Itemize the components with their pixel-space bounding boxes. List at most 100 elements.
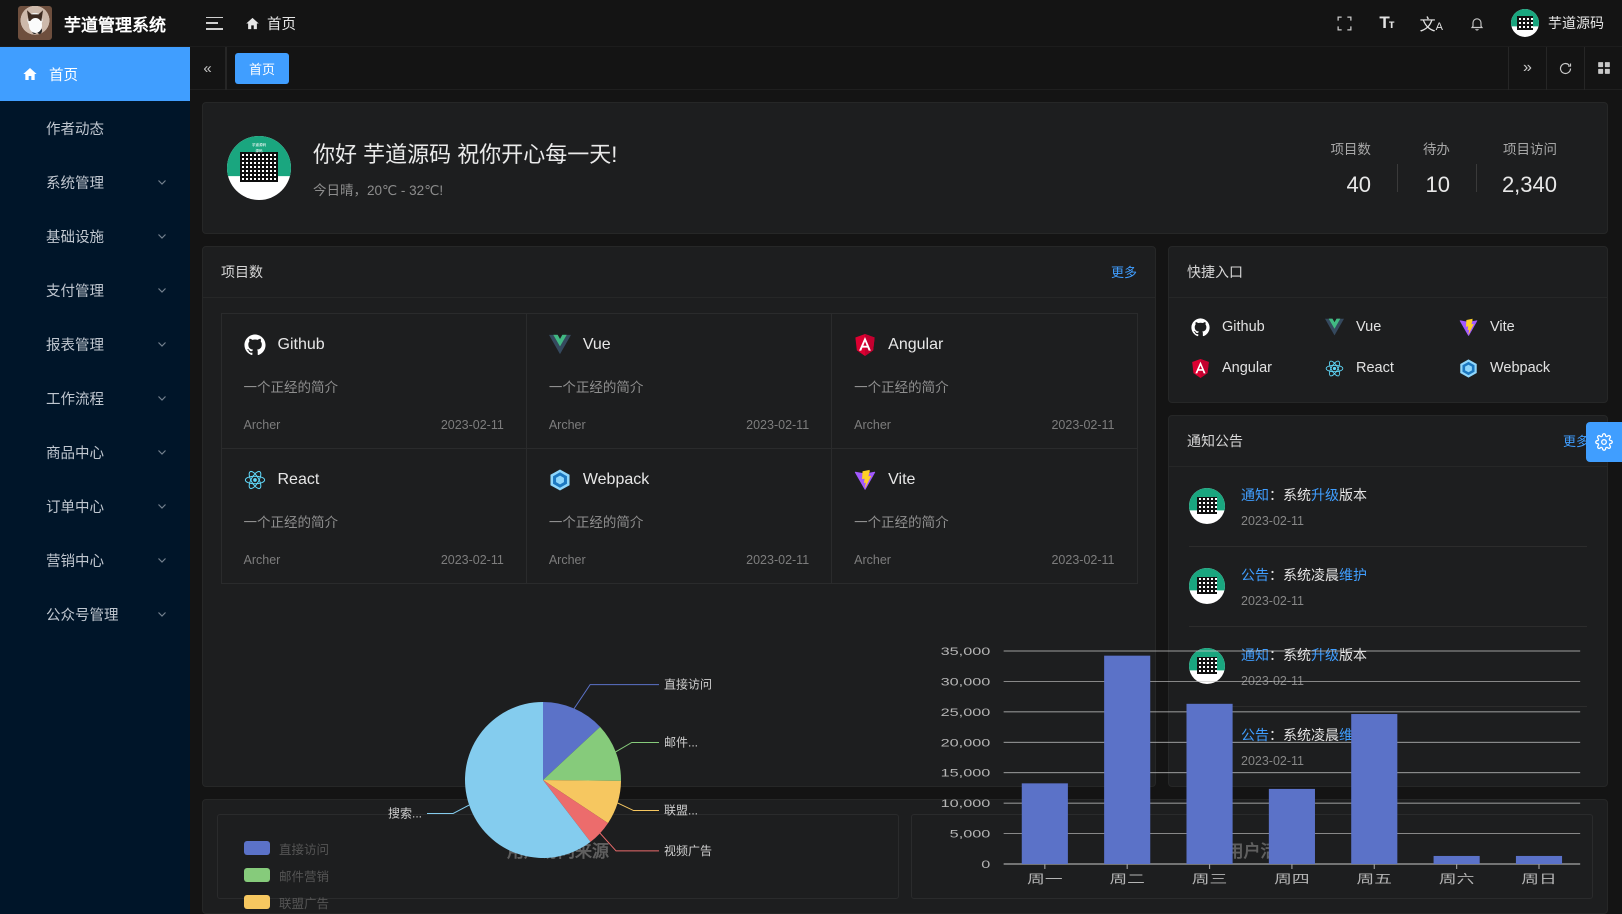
list-item[interactable]: 公告：系统凌晨维护 2023-02-11 — [1189, 547, 1587, 627]
legend-item[interactable]: 邮件营销 — [244, 866, 329, 885]
notices-card: 通知公告 更多 通知：系统升级版本 2023-02-11 — [1168, 414, 1608, 787]
app-logo — [18, 6, 52, 40]
bar[interactable] — [1104, 655, 1151, 864]
github-icon — [1191, 317, 1210, 337]
project-card[interactable]: Angular 一个正经的简介 Archer 2023-02-11 — [831, 313, 1138, 449]
legend-swatch — [244, 841, 270, 855]
webpack-icon — [1459, 358, 1478, 378]
tabs-scroll-left-button[interactable]: « — [190, 46, 226, 90]
pie-slice[interactable] — [543, 780, 609, 842]
fullscreen-icon[interactable] — [1336, 15, 1353, 32]
angular-icon — [854, 334, 876, 356]
tabs-scroll-right-button[interactable]: » — [1508, 46, 1546, 90]
top-header-left: 首页 — [190, 13, 296, 34]
project-date: 2023-02-11 — [440, 418, 504, 432]
sidebar-item-order[interactable]: 订单中心 — [0, 479, 190, 533]
stat-label: 项目访问 — [1503, 141, 1557, 157]
tab-home[interactable]: 首页 — [235, 52, 290, 84]
sidebar-item-product[interactable]: 商品中心 — [0, 425, 190, 479]
quick-entry-vite[interactable]: Vite — [1459, 318, 1585, 337]
pie-leader-line — [617, 802, 659, 812]
quick-entry-angular[interactable]: Angular — [1191, 358, 1317, 378]
bar[interactable] — [1351, 714, 1398, 864]
notice-prefix: 通知 — [1241, 646, 1269, 663]
bar[interactable] — [1021, 783, 1068, 864]
quick-entry-webpack[interactable]: Webpack — [1459, 358, 1585, 378]
notice-date: 2023-02-11 — [1241, 673, 1305, 688]
sidebar-item-label: 公众号管理 — [46, 607, 119, 624]
project-card[interactable]: React 一个正经的简介 Archer 2023-02-11 — [220, 448, 527, 584]
sidebar-item-home[interactable]: 首页 — [0, 47, 190, 101]
legend-item[interactable]: 联盟广告 — [244, 893, 329, 912]
notice-highlight: 维护 — [1339, 566, 1367, 583]
pie-slice-label: 邮件... — [664, 735, 698, 749]
sidebar-item-mp[interactable]: 公众号管理 — [0, 587, 190, 641]
project-card[interactable]: Vue 一个正经的简介 Archer 2023-02-11 — [525, 313, 833, 449]
top-header: 芋道管理系统 首页 Tт 文A — [0, 0, 1622, 47]
pie-slice[interactable] — [543, 702, 601, 780]
bar[interactable] — [1186, 703, 1233, 864]
hamburger-icon[interactable] — [206, 16, 223, 30]
breadcrumb[interactable]: 首页 — [245, 13, 296, 34]
pie-slice[interactable] — [543, 726, 621, 781]
pie-leader-line — [599, 832, 659, 852]
sidebar-item-label: 支付管理 — [46, 283, 104, 300]
settings-fab-button[interactable] — [1586, 422, 1622, 462]
quick-entry-label: Github — [1222, 319, 1265, 335]
quick-entry-react[interactable]: React — [1325, 359, 1451, 378]
sidebar-item-infrastructure[interactable]: 基础设施 — [0, 209, 190, 263]
x-axis-tick-label: 周一 — [1027, 873, 1062, 886]
pie-slice[interactable] — [543, 780, 621, 824]
pie-slice[interactable] — [465, 702, 591, 858]
sidebar-item-system[interactable]: 系统管理 — [0, 155, 190, 209]
vue-icon — [1325, 318, 1344, 337]
legend-item[interactable]: 直接访问 — [244, 839, 329, 858]
bar[interactable] — [1268, 788, 1315, 864]
notices-list: 通知：系统升级版本 2023-02-11 公告：系统凌晨维护 2023-02-1… — [1169, 467, 1607, 786]
x-axis-tick-label: 周四 — [1274, 873, 1309, 886]
y-axis-tick-label: 25,000 — [941, 706, 991, 719]
legend-swatch — [244, 895, 270, 909]
notice-date: 2023-02-11 — [1241, 753, 1305, 768]
projects-more-link[interactable]: 更多 — [1110, 265, 1137, 280]
y-axis-tick-label: 5,000 — [950, 827, 991, 840]
project-card[interactable]: Github 一个正经的简介 Archer 2023-02-11 — [220, 313, 527, 449]
bell-icon[interactable] — [1469, 15, 1485, 32]
bar-chart[interactable]: 每周用户活跃量 0 5,000 10,000 15,000 20,000 25,000 30… — [911, 645, 1593, 899]
brand[interactable]: 芋道管理系统 — [0, 6, 190, 40]
legend-label: 联盟广告 — [279, 896, 330, 911]
list-item[interactable]: 通知：系统升级版本 2023-02-11 — [1189, 627, 1587, 707]
list-item[interactable]: 通知：系统升级版本 2023-02-11 — [1189, 467, 1587, 547]
grid-icon[interactable] — [1584, 46, 1622, 90]
project-card[interactable]: Webpack 一个正经的简介 Archer 2023-02-11 — [525, 448, 833, 584]
quick-entry-vue[interactable]: Vue — [1325, 318, 1451, 337]
sidebar-item-report[interactable]: 报表管理 — [0, 317, 190, 371]
pie-chart[interactable]: 用户访问来源 直接访问 邮件营销 联盟广告 视频广告 搜索引擎 直接访问邮件..… — [217, 677, 899, 911]
welcome-weather: 今日晴，20℃ - 32℃! — [313, 182, 444, 198]
translate-icon[interactable]: 文A — [1419, 17, 1443, 34]
project-card[interactable]: Vite 一个正经的简介 Archer 2023-02-11 — [831, 448, 1138, 584]
home-icon — [245, 16, 260, 31]
bar[interactable] — [1515, 855, 1563, 864]
refresh-icon[interactable] — [1546, 46, 1584, 90]
react-icon — [244, 469, 266, 491]
y-axis-tick-label: 35,000 — [941, 645, 991, 658]
notice-sep: ：系统 — [1269, 486, 1311, 503]
pie-legend: 直接访问 邮件营销 联盟广告 视频广告 搜索引擎 — [244, 839, 329, 914]
sidebar-item-payment[interactable]: 支付管理 — [0, 263, 190, 317]
y-axis-tick-label: 30,000 — [941, 675, 991, 688]
chevron-down-icon — [156, 176, 168, 188]
chevron-down-icon — [156, 392, 168, 404]
user-menu[interactable]: 芋道源码 — [1511, 9, 1604, 37]
bar[interactable] — [1433, 855, 1480, 864]
sidebar-item-author-news[interactable]: 作者动态 — [0, 101, 190, 155]
notices-more-link[interactable]: 更多 — [1562, 434, 1589, 449]
bar-svg: 0 5,000 10,000 15,000 20,000 25,000 30,000 35,0… — [941, 645, 1581, 886]
sidebar-item-marketing[interactable]: 营销中心 — [0, 533, 190, 587]
quick-entry-github[interactable]: Github — [1191, 317, 1317, 337]
brand-title: 芋道管理系统 — [64, 15, 166, 35]
pie-slice-label: 直接访问 — [664, 677, 712, 692]
project-name: React — [277, 471, 320, 488]
font-size-icon[interactable]: Tт — [1379, 13, 1394, 32]
sidebar-item-workflow[interactable]: 工作流程 — [0, 371, 190, 425]
